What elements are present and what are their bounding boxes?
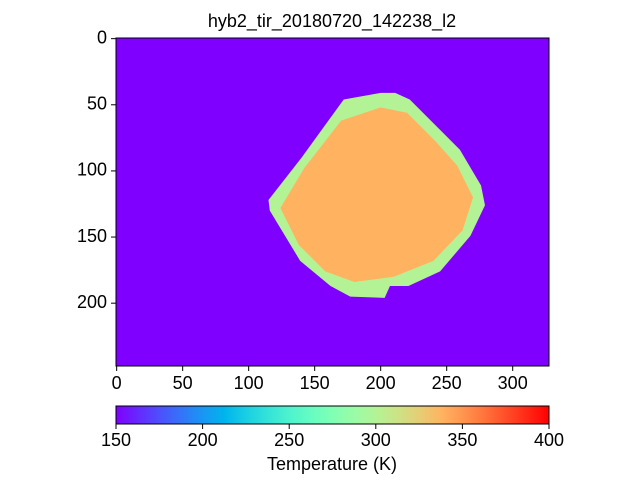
colorbar-tick-label: 400 bbox=[534, 430, 564, 450]
y-tick-label: 0 bbox=[97, 27, 107, 47]
axes-frame bbox=[115, 37, 550, 367]
y-tick-label: 200 bbox=[77, 292, 107, 312]
colorbar-label: Temperature (K) bbox=[267, 454, 397, 474]
plot-area bbox=[116, 38, 549, 366]
y-tick-label: 50 bbox=[87, 94, 107, 114]
chart-title: hyb2_tir_20180720_142238_l2 bbox=[208, 11, 456, 32]
colorbar-tick-label: 250 bbox=[274, 430, 304, 450]
image-region bbox=[280, 107, 474, 283]
x-tick-label: 250 bbox=[432, 373, 462, 393]
x-tick-label: 50 bbox=[173, 373, 193, 393]
x-tick-label: 150 bbox=[300, 373, 330, 393]
colorbar bbox=[115, 405, 550, 425]
colorbar-tick-label: 350 bbox=[447, 430, 477, 450]
x-tick-label: 100 bbox=[234, 373, 264, 393]
x-tick-label: 200 bbox=[366, 373, 396, 393]
colorbar-tick-label: 150 bbox=[101, 430, 131, 450]
colorbar-tick-label: 200 bbox=[188, 430, 218, 450]
y-tick-label: 150 bbox=[77, 226, 107, 246]
x-tick-label: 0 bbox=[112, 373, 122, 393]
x-tick-label: 300 bbox=[498, 373, 528, 393]
y-tick-label: 100 bbox=[77, 160, 107, 180]
colorbar-tick-label: 300 bbox=[361, 430, 391, 450]
